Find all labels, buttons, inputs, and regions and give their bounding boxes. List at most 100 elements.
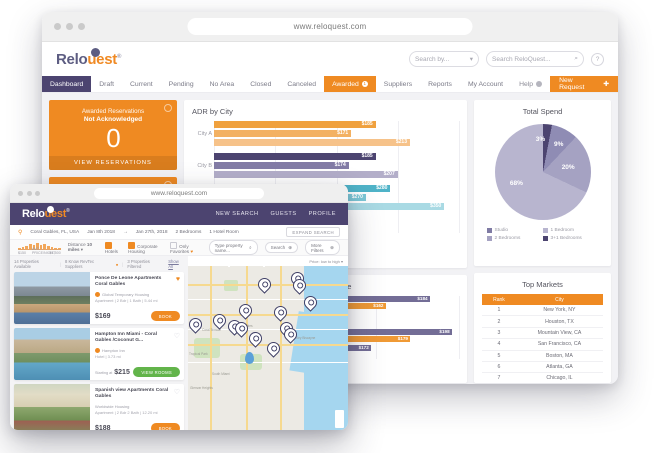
map-canvas[interactable]: Miami Coral Gables Coral Terrace South M…: [188, 266, 348, 430]
help-button[interactable]: Help: [511, 76, 550, 92]
column-header-city: City: [515, 294, 603, 305]
table-row[interactable]: 1 New York, NY: [482, 305, 603, 317]
price-range-slider[interactable]: $150 AVG PRICE/NIGHT $1,500: [18, 242, 61, 255]
table-row[interactable]: 3 Mountain View, CA: [482, 327, 603, 340]
maximize-window-dot[interactable]: [78, 23, 85, 30]
checkbox-icon[interactable]: [128, 241, 136, 249]
minimize-window-dot[interactable]: [26, 190, 32, 196]
tab-no-area[interactable]: No Area: [209, 80, 235, 88]
property-list[interactable]: 14 Properties Available | 8 Know RevTec …: [10, 256, 188, 430]
map-pin-selected[interactable]: [245, 352, 254, 364]
new-request-button[interactable]: New Request ✚: [550, 76, 618, 92]
table-row[interactable]: 6 Atlanta, GA: [482, 361, 603, 374]
criteria-date-from[interactable]: Jan 8th 2018: [87, 229, 115, 235]
reloquest-logo[interactable]: Relouest®: [56, 47, 121, 68]
property-title[interactable]: Spanish view Apartments Coral Gables: [95, 388, 169, 400]
tab-reports[interactable]: Reports: [428, 80, 452, 88]
table-row[interactable]: 2 Houston, TX: [482, 315, 603, 328]
cost-bar-value: $179: [397, 336, 408, 342]
front-window-controls[interactable]: [18, 190, 40, 196]
map-road: [246, 266, 248, 430]
map-road: [188, 314, 348, 316]
checkbox-icon[interactable]: [104, 241, 112, 249]
tab-my-account[interactable]: My Account: [467, 80, 504, 88]
property-title[interactable]: Ponce De Leone Apartments Coral Gables: [95, 276, 162, 288]
criteria-location[interactable]: Coral Gables, FL, USA: [30, 229, 80, 235]
view-rooms-button[interactable]: VIEW ROOMS: [133, 367, 180, 377]
property-name-input[interactable]: Type property name... ⌕: [208, 240, 258, 255]
legend-label: 2 Bedrooms: [494, 236, 521, 241]
kpi-line2: Not Acknowledged: [83, 116, 143, 123]
map-label-tropical-park: Tropical Park: [189, 352, 208, 356]
reloquest-logo[interactable]: Relouest®: [22, 206, 70, 220]
address-bar[interactable]: www.reloquest.com: [187, 18, 473, 35]
map-pin[interactable]: [255, 275, 274, 294]
minimize-window-dot[interactable]: [66, 23, 73, 30]
map-label-south-miami: South Miami: [212, 372, 230, 376]
map-pane[interactable]: Price: low to high ▾: [188, 256, 348, 430]
search-input[interactable]: Search ReloQuest... ⌕: [486, 51, 584, 67]
tab-canceled[interactable]: Canceled: [287, 80, 317, 88]
tab-pending[interactable]: Pending: [168, 80, 194, 88]
legend-item-1bed: 1 Bedroom: [542, 228, 599, 233]
cell-rank: 7: [482, 372, 516, 384]
close-window-dot[interactable]: [54, 23, 61, 30]
table-row[interactable]: 7 Chicago, IL: [482, 372, 603, 384]
supplier-badge-icon: [95, 347, 100, 353]
adr-bar: $185: [214, 153, 376, 160]
criteria-guests[interactable]: 1 Hotel Room: [209, 229, 239, 235]
close-window-dot[interactable]: [18, 190, 23, 196]
slider-track[interactable]: [18, 249, 61, 250]
tab-awarded[interactable]: Awarded 1: [324, 76, 376, 92]
criteria-bedrooms[interactable]: 2 Bedrooms: [175, 229, 202, 235]
maximize-window-dot[interactable]: [35, 190, 40, 196]
tab-suppliers[interactable]: Suppliers: [383, 80, 413, 88]
map-pin[interactable]: [236, 301, 255, 320]
cell-rank: 5: [482, 350, 516, 362]
map-zoom-controls[interactable]: [335, 410, 344, 428]
search-by-select[interactable]: Search by... ▾: [409, 51, 479, 67]
more-filters-button[interactable]: More Filters ⊕: [305, 240, 340, 255]
tab-dashboard[interactable]: Dashboard: [42, 76, 92, 92]
filter-favorites[interactable]: Only Favorites ♥: [170, 241, 201, 254]
menu-new-search[interactable]: NEW SEARCH: [215, 211, 259, 217]
search-button[interactable]: Search ⊕: [264, 242, 299, 253]
favorite-heart-icon[interactable]: ♡: [173, 389, 180, 396]
list-item[interactable]: ♡ Spanish view Apartments Coral Gables W…: [14, 384, 184, 430]
spend-chart-title: Total Spend: [522, 107, 563, 116]
list-item[interactable]: ♥ Ponce De Leone Apartments Coral Gables…: [14, 272, 184, 324]
book-button[interactable]: BOOK: [150, 311, 180, 321]
show-all-link[interactable]: Show All: [168, 259, 179, 269]
map-pin[interactable]: [271, 303, 290, 322]
criteria-date-to[interactable]: Jan 27th, 2018: [135, 229, 168, 235]
front-address-bar[interactable]: www.reloquest.com: [94, 187, 264, 199]
sort-dropdown[interactable]: Price: low to high ▾: [309, 258, 343, 264]
expand-search-button[interactable]: EXPAND SEARCH: [286, 227, 340, 237]
view-reservations-button[interactable]: VIEW RESERVATIONS: [49, 156, 177, 170]
tab-draft[interactable]: Draft: [99, 80, 114, 88]
favorite-heart-icon[interactable]: ♥: [175, 276, 180, 283]
window-controls[interactable]: [54, 23, 85, 30]
table-header-row: Rank City: [482, 294, 603, 305]
distance-filter[interactable]: Distance 10 miles ▾: [68, 242, 98, 253]
filter-hotels[interactable]: Hotels: [104, 241, 121, 254]
tab-closed[interactable]: Closed: [250, 80, 272, 88]
menu-guests[interactable]: GUESTS: [270, 211, 297, 217]
price-max-label: $1,500: [49, 251, 61, 255]
property-photo: [14, 384, 90, 430]
list-item[interactable]: ♡ Hampton Inn Miami - Coral Gables /Coco…: [14, 328, 184, 380]
map-road: [263, 266, 265, 267]
gear-icon[interactable]: [164, 104, 172, 112]
tab-current[interactable]: Current: [130, 80, 153, 88]
cost-bar-value: $172: [358, 345, 369, 351]
table-row[interactable]: 4 San Francisco, CA: [482, 338, 603, 351]
filter-corporate-housing[interactable]: Corporate Housing: [128, 241, 163, 254]
favorite-heart-icon[interactable]: ♡: [173, 333, 180, 340]
property-title[interactable]: Hampton Inn Miami - Coral Gables /Coconu…: [95, 332, 157, 344]
help-circle-icon[interactable]: ?: [591, 52, 604, 66]
menu-profile[interactable]: PROFILE: [308, 211, 336, 217]
checkbox-icon[interactable]: [170, 241, 178, 249]
pie-label-2bed: 20%: [561, 164, 575, 172]
table-row[interactable]: 5 Boston, MA: [482, 350, 603, 362]
book-button[interactable]: BOOK: [150, 423, 180, 430]
